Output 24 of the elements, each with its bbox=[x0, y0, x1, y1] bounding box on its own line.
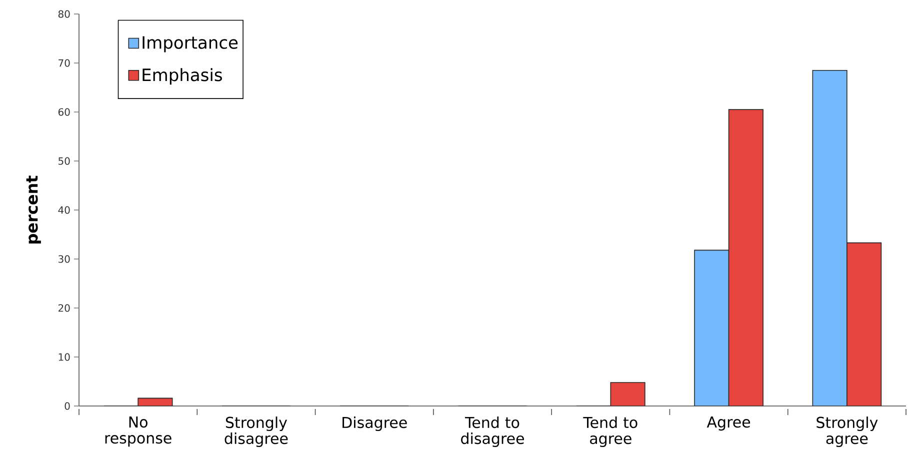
y-axis-title: percent bbox=[26, 176, 41, 244]
bar bbox=[610, 382, 646, 406]
y-tick-label: 80 bbox=[58, 10, 70, 18]
x-tick-label: Strongly disagree bbox=[224, 416, 288, 448]
x-tick-label: Disagree bbox=[342, 416, 407, 432]
y-tick-label: 70 bbox=[58, 59, 70, 67]
x-tick-label: No response bbox=[105, 416, 172, 447]
y-tick-label: 0 bbox=[64, 402, 70, 410]
x-tick-label: Strongly agree bbox=[816, 416, 878, 448]
x-tick-label: Agree bbox=[706, 416, 750, 431]
legend-label: Importance bbox=[142, 36, 238, 52]
y-tick-label: 20 bbox=[58, 304, 70, 312]
legend-label: Emphasis bbox=[142, 68, 222, 85]
y-tick-label: 40 bbox=[58, 206, 70, 214]
bar bbox=[812, 70, 848, 406]
y-tick-label: 30 bbox=[58, 255, 70, 263]
bar bbox=[728, 109, 764, 406]
x-tick-label: Tend to agree bbox=[583, 416, 638, 448]
y-tick-label: 10 bbox=[58, 353, 70, 361]
x-tick-label: Tend to disagree bbox=[461, 416, 524, 448]
y-tick-label: 60 bbox=[58, 108, 70, 116]
y-tick-label: 50 bbox=[58, 157, 70, 165]
bar bbox=[846, 242, 882, 406]
bar bbox=[694, 250, 730, 406]
